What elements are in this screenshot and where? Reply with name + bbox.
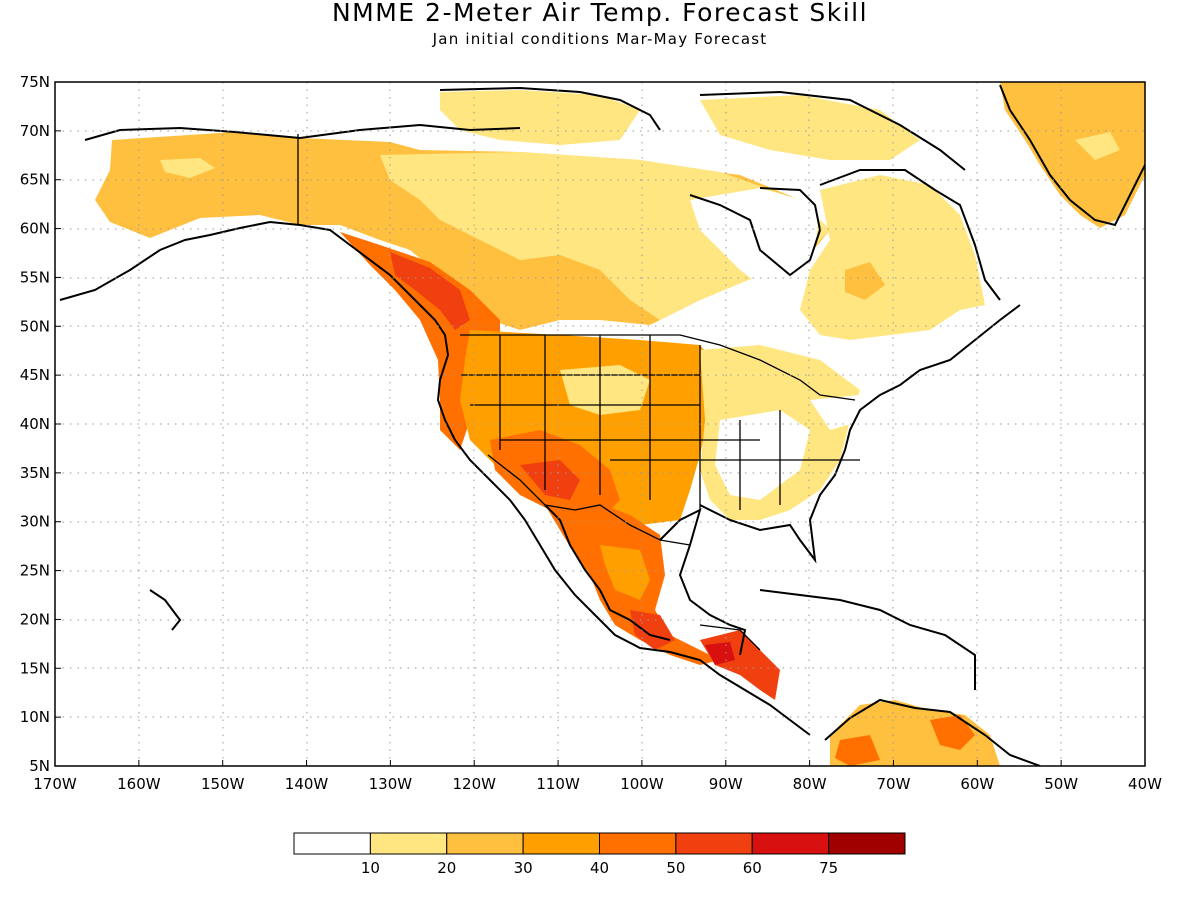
- lat-tick-label: 50N: [20, 317, 50, 335]
- legend-swatch: [293, 832, 371, 855]
- legend-swatch: [599, 832, 677, 855]
- shade-east-white: [715, 410, 810, 500]
- lat-tick-label: 10N: [20, 708, 50, 726]
- lon-tick-label: 90W: [709, 775, 743, 793]
- legend-label: 60: [743, 859, 762, 877]
- legend-swatch: [369, 832, 448, 855]
- lon-tick-label: 140W: [285, 775, 329, 793]
- legend-label: 50: [666, 859, 685, 877]
- lon-tick-label: 80W: [793, 775, 827, 793]
- lon-tick-label: 120W: [452, 775, 496, 793]
- shade-greenland: [1000, 82, 1145, 228]
- map-subtitle: Jan initial conditions Mar-May Forecast: [432, 30, 768, 48]
- shade-west-coast: [340, 232, 500, 450]
- shade-greenland-light: [1075, 132, 1120, 160]
- lon-tick-label: 150W: [201, 775, 245, 793]
- lat-tick-label: 5N: [29, 757, 50, 775]
- legend-swatch: [522, 832, 600, 855]
- map-title: NMME 2-Meter Air Temp. Forecast Skill: [331, 0, 869, 27]
- lon-tick-label: 70W: [877, 775, 911, 793]
- legend-swatch: [446, 832, 524, 855]
- lat-tick-label: 45N: [20, 366, 50, 384]
- shade-quebec: [800, 175, 985, 340]
- legend-label: 75: [819, 859, 838, 877]
- shade-southwest-red: [520, 460, 580, 500]
- lat-tick-label: 25N: [20, 562, 50, 580]
- shade-mexico-orange: [600, 545, 650, 600]
- shade-quebec-mid: [845, 262, 885, 300]
- latitude-axis: 5N 10N 15N 20N 25N 30N 35N 40N 45N 50N 55N 60N 65N 70…: [20, 73, 61, 775]
- lat-tick-label: 65N: [20, 171, 50, 189]
- shade-west-coast-hot: [390, 252, 470, 330]
- shade-alaska-light: [160, 158, 215, 178]
- lat-tick-label: 40N: [20, 415, 50, 433]
- lat-tick-label: 75N: [20, 73, 50, 91]
- shade-central-america-dark: [705, 642, 735, 665]
- legend-label: 40: [590, 859, 609, 877]
- legend-label: 20: [437, 859, 456, 877]
- coastlines: [59, 84, 1145, 766]
- lat-tick-label: 35N: [20, 464, 50, 482]
- legend-swatch: [675, 832, 753, 855]
- lon-tick-label: 170W: [33, 775, 77, 793]
- lon-tick-label: 100W: [620, 775, 664, 793]
- skill-shading: [95, 82, 1145, 766]
- lon-tick-label: 130W: [369, 775, 413, 793]
- lat-tick-label: 55N: [20, 268, 50, 286]
- shade-northeast-white: [810, 395, 865, 430]
- shade-plains-light: [560, 365, 650, 415]
- legend-label: 30: [514, 859, 533, 877]
- legend-swatch: [751, 832, 830, 855]
- legend-swatch: [828, 832, 906, 855]
- shade-arctic-2: [700, 95, 920, 160]
- lon-tick-label: 160W: [117, 775, 161, 793]
- longitude-axis: 170W 160W 150W 140W 130W 120W 110W 100W 90W 80W 70…: [33, 760, 1162, 793]
- lon-tick-label: 40W: [1128, 775, 1162, 793]
- lat-tick-label: 60N: [20, 220, 50, 238]
- lon-tick-label: 50W: [1044, 775, 1078, 793]
- shade-south-america-hot2: [835, 735, 880, 766]
- color-bar-legend: 10 20 30 40 50 60 75: [293, 832, 906, 877]
- shade-south-america-hot: [930, 715, 975, 750]
- lat-tick-label: 15N: [20, 659, 50, 677]
- lon-tick-label: 110W: [536, 775, 580, 793]
- lon-tick-label: 60W: [960, 775, 994, 793]
- lat-tick-label: 70N: [20, 122, 50, 140]
- shade-central-america: [700, 630, 780, 700]
- legend-label: 10: [361, 859, 380, 877]
- shade-canada-light: [380, 152, 830, 320]
- graticule: [55, 82, 1145, 766]
- lat-tick-label: 30N: [20, 513, 50, 531]
- lat-tick-label: 20N: [20, 610, 50, 628]
